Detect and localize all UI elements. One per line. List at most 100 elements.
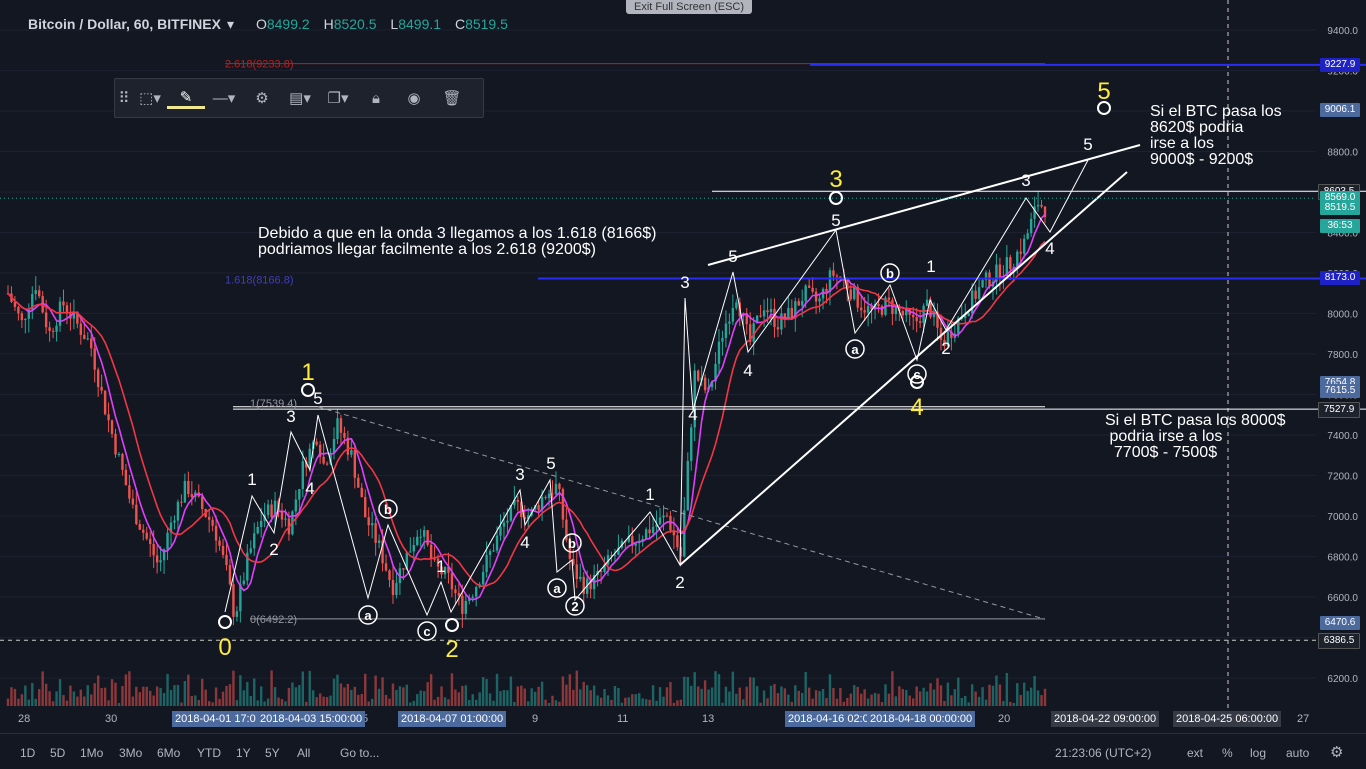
range-1mo-button[interactable]: 1Mo (80, 746, 104, 760)
candle-body (936, 311, 939, 328)
volume-bar (991, 685, 995, 706)
log-toggle[interactable]: log (1250, 746, 1267, 760)
volume-bar (336, 674, 339, 706)
corrective-wave-circle (358, 605, 378, 625)
candle-body (128, 485, 131, 499)
date-marker: 2018-04-25 06:00:00 (1173, 711, 1282, 727)
volume-bar (814, 690, 818, 706)
range-5d-button[interactable]: 5D (50, 746, 66, 760)
volume-bar (13, 688, 17, 706)
volume-bar (520, 685, 523, 706)
layers-icon[interactable]: ▤▾ (289, 90, 311, 107)
range-all-button[interactable]: All (297, 746, 311, 760)
candle-body (915, 317, 918, 322)
candle-body (211, 519, 214, 526)
volume-bar (1009, 701, 1012, 706)
candle-body (454, 589, 457, 594)
candle-body (943, 339, 946, 346)
lock-icon[interactable]: 🔒︎ (372, 89, 380, 107)
auto-toggle[interactable]: auto (1286, 746, 1310, 760)
candle-body (169, 522, 173, 533)
candle-body (110, 420, 114, 434)
line-style-icon[interactable]: —▾ (212, 90, 236, 107)
x-tick-label: 27 (1297, 713, 1310, 725)
volume-bar (38, 689, 41, 706)
range-3mo-button[interactable]: 3Mo (119, 746, 143, 760)
volume-bar (107, 700, 110, 706)
candle-body (690, 427, 693, 461)
candle-body (672, 530, 676, 536)
volume-bar (343, 687, 346, 706)
volume-bar (599, 697, 603, 706)
candle-body (235, 611, 239, 617)
symbol-title[interactable]: Bitcoin / Dollar, 60, BITFINEX (28, 16, 221, 32)
candle-body (891, 299, 894, 315)
range-1y-button[interactable]: 1Y (236, 746, 251, 760)
candle-body (301, 461, 304, 490)
candle-body (24, 318, 27, 321)
chevron-down-icon[interactable]: ▾ (226, 15, 234, 32)
candle-body (100, 386, 103, 391)
exit-fullscreen-button[interactable]: Exit Full Screen (ESC) (626, 0, 753, 14)
volume-bar (905, 690, 908, 706)
copy-icon[interactable]: ❐▾ (327, 90, 349, 107)
volume-bar (79, 689, 83, 706)
percent-toggle[interactable]: % (1222, 746, 1233, 760)
volume-bar (315, 697, 318, 706)
candle-body (391, 579, 395, 596)
candle-body (76, 311, 79, 324)
volume-bar (922, 687, 925, 706)
annotation-downside-note[interactable]: Si el BTC pasa los 8000$ podria irse a l… (1105, 412, 1286, 461)
annotation-fib-note[interactable]: Debido a que en la onda 3 llegamos a los… (258, 225, 657, 258)
volume-bar (631, 694, 634, 706)
volume-bar (273, 687, 277, 706)
volume-bar (950, 695, 953, 706)
price-axis-label: 9227.9 (1320, 57, 1360, 72)
gear-icon[interactable]: ⚙ (1330, 744, 1344, 761)
range-ytd-button[interactable]: YTD (197, 746, 221, 760)
candle-body (1005, 257, 1009, 277)
gear-icon[interactable]: ⚙ (255, 90, 269, 107)
annotation-upside-note[interactable]: Si el BTC pasa los 8620$ podria irse a l… (1150, 103, 1282, 168)
eye-icon[interactable]: ◉ (407, 90, 421, 107)
rectangle-select-icon[interactable]: ⬚▾ (139, 90, 161, 107)
volume-bar (776, 693, 780, 706)
corrective-wave-circle (845, 339, 865, 359)
volume-bar (475, 699, 478, 706)
candle-body (402, 568, 405, 570)
volume-bar (801, 692, 804, 706)
goto-button[interactable]: Go to... (340, 746, 380, 760)
volume-bar (579, 689, 582, 706)
range-5y-button[interactable]: 5Y (265, 746, 280, 760)
volume-bar (641, 698, 644, 706)
volume-bar (287, 687, 291, 706)
volume-bar (117, 702, 121, 706)
range-6mo-button[interactable]: 6Mo (157, 746, 181, 760)
ohlc-readout: O8499.2 H8520.5 L8499.1 C8519.5 (256, 16, 518, 32)
candle-body (266, 504, 270, 516)
volume-bar (232, 670, 235, 706)
volume-bar (606, 695, 610, 706)
volume-bar (183, 680, 187, 706)
wave-label-sub: 5 (728, 247, 737, 266)
ext-toggle[interactable]: ext (1187, 746, 1204, 760)
volume-bar (690, 685, 693, 706)
volume-bar (6, 698, 10, 706)
candle-body (117, 454, 121, 456)
range-1d-button[interactable]: 1D (20, 746, 36, 760)
pencil-icon[interactable]: ✎ (167, 88, 205, 109)
volume-bar (1026, 690, 1029, 706)
volume-bar (131, 696, 135, 706)
candle-body (464, 600, 468, 614)
volume-bar (710, 687, 714, 706)
candle-body (905, 309, 908, 316)
candle-body (717, 341, 721, 364)
trash-icon[interactable]: 🗑︎ (442, 90, 462, 107)
candle-body (298, 489, 301, 500)
open-value: 8499.2 (266, 16, 310, 32)
volume-bar (596, 695, 599, 706)
drag-handle-icon[interactable]: ⠿ (118, 90, 130, 107)
candle-body (1016, 251, 1019, 267)
candle-body (367, 517, 370, 526)
